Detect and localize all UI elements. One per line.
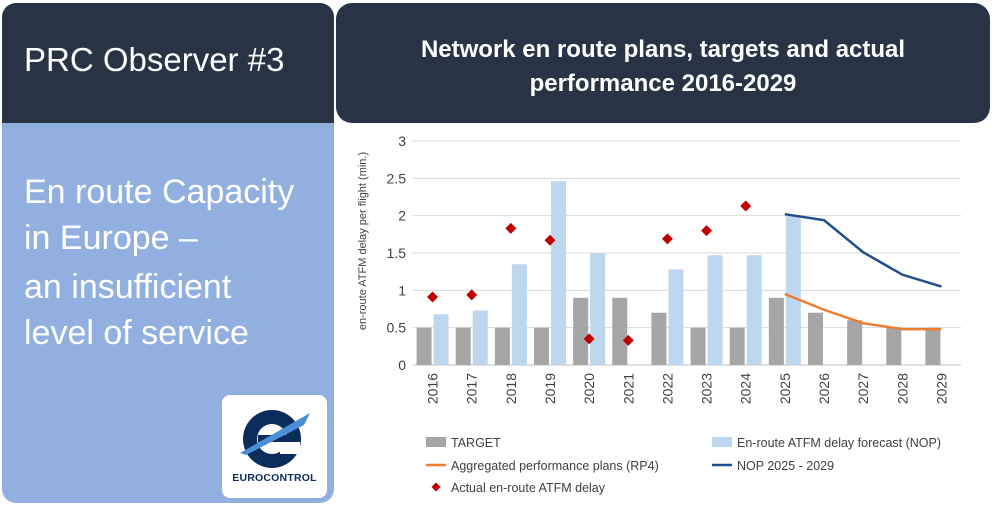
x-tick-label: 2024: [738, 373, 754, 404]
legend-swatch: [431, 482, 441, 492]
actual-delay-point: [505, 222, 517, 234]
legend-swatch: [712, 437, 732, 447]
chart-lines: [784, 212, 942, 331]
chart-gridlines: [413, 140, 961, 366]
x-tick-label: 2025: [777, 373, 793, 404]
target-bar: [729, 327, 745, 365]
y-tick-label: 0.5: [387, 320, 407, 336]
target-bar: [768, 297, 784, 365]
x-axis-tick-labels: 2016 2017 2018 2019 2020 2021 2022 2023 2024 2025…: [425, 373, 950, 404]
legend-label: NOP 2025 - 2029: [737, 459, 834, 473]
forecast-bar: [707, 255, 723, 365]
subtitle-line-4: level of service: [24, 314, 249, 352]
actual-delay-point: [740, 200, 752, 212]
actual-delay-point: [466, 289, 478, 301]
target-bar: [612, 297, 628, 365]
legend-label: Actual en-route ATFM delay: [451, 481, 606, 495]
forecast-bar: [511, 264, 527, 365]
forecast-bar: [433, 314, 449, 365]
actual-delay-point: [701, 225, 713, 237]
x-tick-label: 2029: [933, 373, 949, 404]
actual-delay-point: [661, 233, 673, 245]
actual-delay-point: [622, 334, 634, 346]
y-tick-label: 3: [398, 133, 406, 149]
target-bar: [925, 327, 941, 365]
x-tick-label: 2023: [699, 373, 715, 404]
chart-title: Network en route plans, targets and actu…: [336, 33, 990, 101]
actual-delay-point: [544, 234, 556, 246]
plans-line: [784, 292, 942, 331]
y-tick-label: 1.5: [387, 245, 407, 261]
y-axis-title: en-route ATFM delay per flight (min.): [357, 152, 369, 330]
y-tick-label: 1: [398, 282, 406, 298]
legend-label: TARGET: [451, 436, 501, 450]
target-bar: [494, 327, 510, 365]
target-bar: [690, 327, 706, 365]
left-header-panel: PRC Observer #3: [2, 3, 334, 123]
forecast-bar: [785, 215, 801, 365]
target-bar: [416, 327, 432, 365]
x-tick-label: 2020: [581, 373, 597, 404]
actual-delay-point: [427, 291, 439, 303]
logo-text: EUROCONTROL: [232, 472, 317, 484]
eurocontrol-logo: EUROCONTROL: [222, 395, 327, 498]
delay-chart: 0 0.5 1 1.5 2 2.5 3 en-route ATFM delay per fl…: [357, 133, 961, 495]
x-tick-label: 2027: [855, 373, 871, 404]
chart-title-line-1: Network en route plans, targets and actu…: [420, 36, 906, 63]
subtitle-line-3: an insufficient: [24, 268, 232, 306]
subtitle-line-2: in Europe –: [24, 219, 198, 257]
x-tick-label: 2016: [425, 373, 441, 404]
forecast-bar: [472, 310, 488, 365]
x-tick-label: 2022: [659, 373, 675, 404]
y-tick-label: 2: [398, 208, 406, 224]
forecast-bar: [590, 253, 606, 365]
actual-delay-point: [583, 333, 595, 345]
y-tick-label: 2.5: [387, 170, 407, 186]
legend-label: Aggregated performance plans (RP4): [451, 459, 659, 473]
chart-bars: [416, 181, 941, 365]
x-tick-label: 2018: [503, 373, 519, 404]
nop-line: [784, 212, 942, 288]
x-tick-label: 2021: [620, 373, 636, 404]
target-bar: [808, 312, 823, 365]
target-bar: [847, 320, 863, 365]
x-tick-label: 2019: [542, 373, 558, 404]
x-tick-label: 2017: [464, 373, 480, 404]
chart-title-line-2: performance 2016-2029: [529, 70, 797, 97]
target-bar: [573, 297, 589, 365]
eurocontrol-logo-icon: [240, 410, 310, 468]
target-bar: [886, 327, 902, 365]
chart-points: [427, 200, 752, 346]
chart-legend: TARGET En-route ATFM delay forecast (NOP)…: [426, 436, 941, 495]
subtitle-line-1: En route Capacity: [24, 173, 295, 211]
target-bar: [455, 327, 471, 365]
x-tick-label: 2028: [894, 373, 910, 404]
left-sidebar-panel: En route Capacity in Europe – an insuffi…: [2, 123, 334, 503]
forecast-bar: [668, 269, 684, 365]
legend-label: En-route ATFM delay forecast (NOP): [737, 436, 941, 450]
forecast-bar: [551, 181, 566, 365]
target-bar: [651, 312, 667, 365]
y-axis-tick-labels: 0 0.5 1 1.5 2 2.5 3: [387, 133, 407, 373]
legend-swatch: [426, 437, 446, 447]
chart-header-panel: Network en route plans, targets and actu…: [336, 3, 990, 123]
forecast-bar: [746, 255, 762, 365]
x-tick-label: 2026: [816, 373, 832, 404]
target-bar: [534, 327, 549, 365]
y-tick-label: 0: [398, 357, 406, 373]
publication-title: PRC Observer #3: [24, 41, 285, 78]
